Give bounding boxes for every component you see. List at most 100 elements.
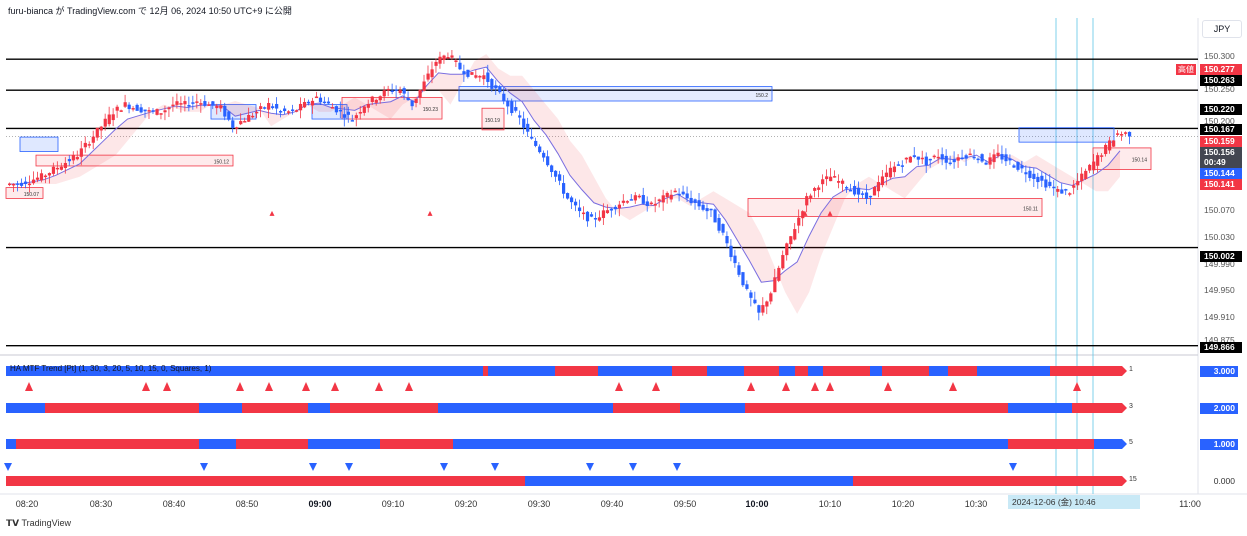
mtf-segment xyxy=(380,439,453,449)
price-tick: 149.950 xyxy=(1204,285,1235,295)
candle-body xyxy=(681,191,685,195)
candle-body xyxy=(514,107,518,111)
candle-body xyxy=(621,200,625,203)
candle-body xyxy=(131,108,135,110)
candle-body xyxy=(334,106,339,113)
candle-body xyxy=(518,115,522,118)
zone-box-blue-2 xyxy=(1018,127,1115,143)
candle-body xyxy=(848,189,853,192)
candle-body xyxy=(900,165,904,167)
candle-body xyxy=(79,148,83,157)
candle-body xyxy=(251,115,255,118)
candle-body xyxy=(1000,154,1004,160)
candle-body xyxy=(813,188,817,191)
candle-body xyxy=(765,301,769,307)
candle-body xyxy=(462,71,466,75)
candle-body xyxy=(19,182,24,186)
candle-body xyxy=(617,204,622,209)
candle-body xyxy=(43,175,48,178)
candle-body xyxy=(928,158,932,161)
candle-body xyxy=(454,60,458,62)
candle-body xyxy=(1016,162,1020,170)
candle-body xyxy=(326,101,331,104)
candle-body xyxy=(569,197,574,203)
candle-body xyxy=(1068,193,1072,195)
price-tick: 150.070 xyxy=(1204,205,1235,215)
candle-body xyxy=(11,183,16,186)
candle-body xyxy=(625,201,629,203)
high-prefix: 高値 xyxy=(1176,64,1196,75)
candle-body xyxy=(275,103,279,109)
candle-body xyxy=(370,96,374,103)
price-tick: 150.250 xyxy=(1204,84,1235,94)
candle-body xyxy=(354,115,358,119)
candle-body xyxy=(286,111,291,113)
candle-body xyxy=(386,88,390,91)
time-tick: 10:30 xyxy=(964,499,988,509)
candle-body xyxy=(330,107,335,109)
candle-body xyxy=(960,157,964,160)
candle-body xyxy=(378,96,382,101)
candle-body xyxy=(442,55,446,61)
candle-body xyxy=(589,214,594,217)
ma-line xyxy=(8,66,1121,283)
mtf-arrow-tip xyxy=(1122,476,1127,486)
zone-box-blue-3 xyxy=(311,104,348,120)
time-tick: 10:10 xyxy=(818,499,842,509)
candle-body xyxy=(729,245,733,258)
candle-body xyxy=(187,105,191,107)
candle-body xyxy=(717,217,721,231)
time-tick: 08:50 xyxy=(235,499,259,509)
candle-body xyxy=(805,196,809,206)
candle-body xyxy=(267,102,271,110)
candle-body xyxy=(872,186,877,196)
mtf-segment xyxy=(6,439,16,449)
mtf-down-triangle xyxy=(1009,463,1017,471)
candle-body xyxy=(1060,189,1064,194)
candle-body xyxy=(366,103,370,108)
candle-body xyxy=(271,106,275,109)
mtf-segment xyxy=(308,439,380,449)
candle-body xyxy=(390,90,394,92)
candle-body xyxy=(510,101,514,114)
candle-body xyxy=(438,56,442,64)
candle-body xyxy=(418,89,422,98)
candle-body xyxy=(426,73,430,80)
candle-body xyxy=(613,206,618,210)
mtf-legend: HA MTF Trend [Pt] (1, 30, 3, 20, 5, 10, … xyxy=(10,364,212,373)
candle-body xyxy=(689,197,693,204)
candle-body xyxy=(968,153,972,156)
candle-body xyxy=(1127,131,1132,137)
candle-body xyxy=(414,98,418,103)
candle-body xyxy=(135,104,139,111)
zone-label-2: 150.23 xyxy=(423,107,439,113)
candle-body xyxy=(737,265,741,275)
candle-body xyxy=(657,199,661,202)
candle-body xyxy=(1104,144,1108,155)
candle-body xyxy=(916,156,920,160)
candle-body xyxy=(705,208,709,212)
candle-body xyxy=(956,157,960,161)
candle-body xyxy=(1008,158,1012,161)
candle-body xyxy=(880,176,885,186)
candle-body xyxy=(1056,189,1060,192)
candle-body xyxy=(1004,154,1008,162)
candle-body xyxy=(259,106,263,110)
candle-body xyxy=(1036,176,1040,183)
candle-body xyxy=(801,211,805,219)
mtf-segment xyxy=(1050,366,1122,376)
candle-body xyxy=(474,75,478,78)
currency-button[interactable]: JPY xyxy=(1202,20,1242,38)
mtf-segment xyxy=(744,366,779,376)
price-label-line: 150.167 xyxy=(1200,124,1242,135)
publish-header: furu-bianca が TradingView.com で 12月 06, … xyxy=(8,6,292,16)
zone-box-1 xyxy=(481,107,505,131)
candle-body xyxy=(318,97,323,103)
candle-body xyxy=(63,162,67,169)
candle-body xyxy=(195,101,199,103)
candle-body xyxy=(789,236,793,245)
mtf-down-triangle xyxy=(345,463,353,471)
price-tick: 150.200 xyxy=(1204,116,1235,126)
candle-body xyxy=(486,72,490,82)
